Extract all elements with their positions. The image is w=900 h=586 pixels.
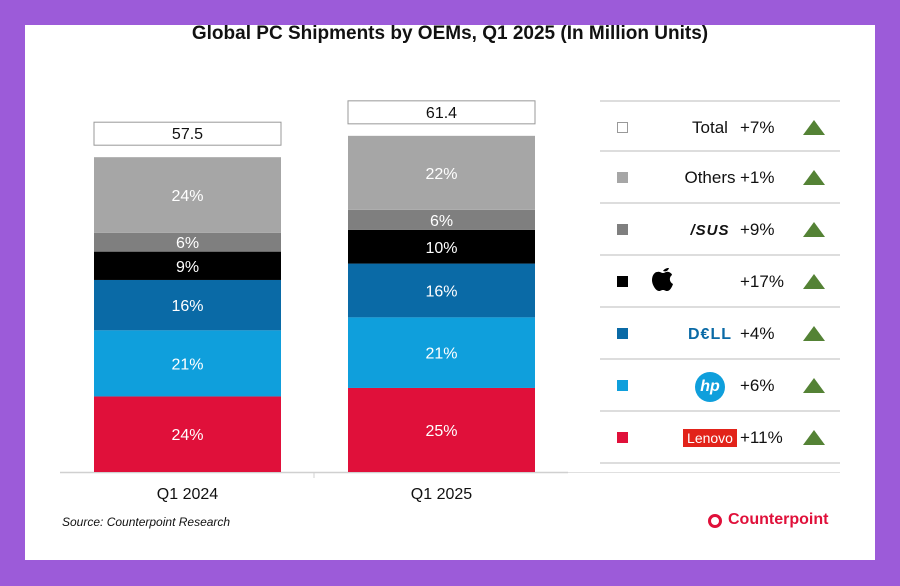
legend-change: +1% — [740, 168, 775, 187]
legend-name: Lenovo — [650, 428, 770, 448]
legend-item-lenovo: Lenovo +11% — [600, 412, 840, 464]
data-label: 10% — [425, 240, 457, 257]
bar-segment-lenovo — [348, 387, 535, 472]
legend-swatch — [617, 122, 628, 133]
trend-up-icon — [803, 170, 825, 185]
trend-up-icon — [803, 274, 825, 289]
data-label: 6% — [176, 235, 199, 252]
legend-label: Total — [692, 118, 728, 137]
data-label: 16% — [171, 298, 203, 315]
data-label: 9% — [176, 259, 199, 276]
legend-swatch — [617, 328, 628, 339]
brand-logo: Counterpoint — [708, 511, 828, 529]
hp-logo: hp — [695, 372, 725, 402]
x-tick-label: Q1 2025 — [411, 486, 472, 503]
data-label: 16% — [425, 283, 457, 300]
data-label: 24% — [171, 188, 203, 205]
bar-segment-lenovo — [94, 396, 281, 472]
trend-up-icon — [803, 120, 825, 135]
data-label: 24% — [171, 427, 203, 444]
bar-segment-apple — [94, 251, 281, 280]
data-label: 21% — [171, 356, 203, 373]
bar-segment-hp — [348, 317, 535, 388]
legend-swatch — [617, 276, 628, 287]
legend-swatch — [617, 172, 628, 183]
legend-item-apple: +17% — [600, 256, 840, 308]
bar-segment-apple — [348, 229, 535, 264]
total-box — [93, 121, 282, 146]
asus-logo: /SUS — [690, 222, 730, 239]
legend-name: Others — [650, 168, 770, 188]
legend-change: +6% — [740, 376, 775, 395]
legend-change: +9% — [740, 220, 775, 239]
bar-segment-asus — [348, 209, 535, 230]
legend-swatch — [617, 224, 628, 235]
bar-segment-hp — [94, 330, 281, 397]
total-label: 57.5 — [172, 126, 203, 143]
legend-item-total: Total +7% — [600, 100, 840, 152]
legend-change: +7% — [740, 118, 775, 137]
legend-swatch — [617, 432, 628, 443]
x-tick-label: Q1 2024 — [157, 486, 218, 503]
lenovo-logo: Lenovo — [683, 429, 737, 447]
legend-change: +17% — [740, 272, 784, 291]
total-box — [347, 100, 536, 125]
trend-up-icon — [803, 326, 825, 341]
total-label: 61.4 — [426, 105, 457, 122]
trend-up-icon — [803, 222, 825, 237]
trend-up-icon — [803, 378, 825, 393]
legend-name: Total — [650, 118, 770, 138]
legend-item-hp: hp +6% — [600, 360, 840, 412]
data-label: 21% — [425, 346, 457, 363]
data-label: 25% — [425, 423, 457, 440]
legend-item-others: Others +1% — [600, 152, 840, 204]
legend-item-asus: /SUS +9% — [600, 204, 840, 256]
bar-segment-others — [348, 135, 535, 210]
bar-segment-dell — [94, 279, 281, 331]
counterpoint-logo-icon — [708, 514, 722, 528]
source-note: Source: Counterpoint Research — [62, 515, 231, 529]
bar-segment-others — [94, 157, 281, 233]
legend: Total +7% Others +1% /SUS +9% +17% D€LL +4% hp +6%… — [600, 100, 840, 464]
legend-change: +4% — [740, 324, 775, 343]
dell-logo: D€LL — [688, 326, 732, 343]
legend-name: /SUS — [650, 220, 770, 240]
data-label: 6% — [430, 213, 453, 230]
bar-segment-dell — [348, 263, 535, 318]
chart-title: Global PC Shipments by OEMs, Q1 2025 (In… — [191, 23, 709, 44]
data-label: 22% — [425, 166, 457, 183]
bar-segment-asus — [94, 232, 281, 252]
legend-change: +11% — [740, 428, 783, 447]
legend-label: Others — [684, 168, 736, 187]
legend-name: hp — [650, 372, 770, 402]
legend-swatch — [617, 380, 628, 391]
trend-up-icon — [803, 430, 825, 445]
legend-item-dell: D€LL +4% — [600, 308, 840, 360]
legend-name: D€LL — [650, 324, 770, 344]
